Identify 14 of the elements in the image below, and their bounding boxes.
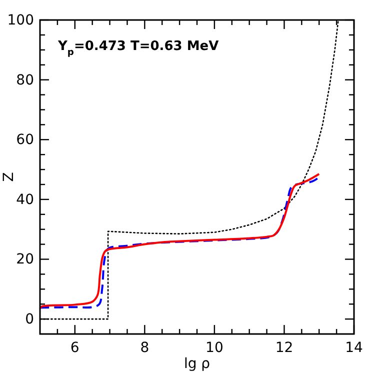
x-tick-label: 12 <box>275 340 294 356</box>
annotation: Y$_{p}$=0.473 T=0.63 MeV <box>57 39 219 58</box>
y-tick-label: 100 <box>7 12 34 28</box>
y-tick-label: 80 <box>16 72 34 88</box>
y-tick-label: 0 <box>25 312 34 328</box>
x-axis-title: lg ρ <box>184 356 210 372</box>
x-tick-label: 14 <box>345 340 363 356</box>
y-tick-label: 60 <box>16 132 34 148</box>
y-axis-title: Z <box>1 172 17 182</box>
x-tick-label: 10 <box>206 340 224 356</box>
x-tick-label: 6 <box>70 340 80 356</box>
y-tick-label: 20 <box>16 252 34 268</box>
y-tick-label: 40 <box>16 192 34 208</box>
x-tick-label: 8 <box>140 340 150 356</box>
